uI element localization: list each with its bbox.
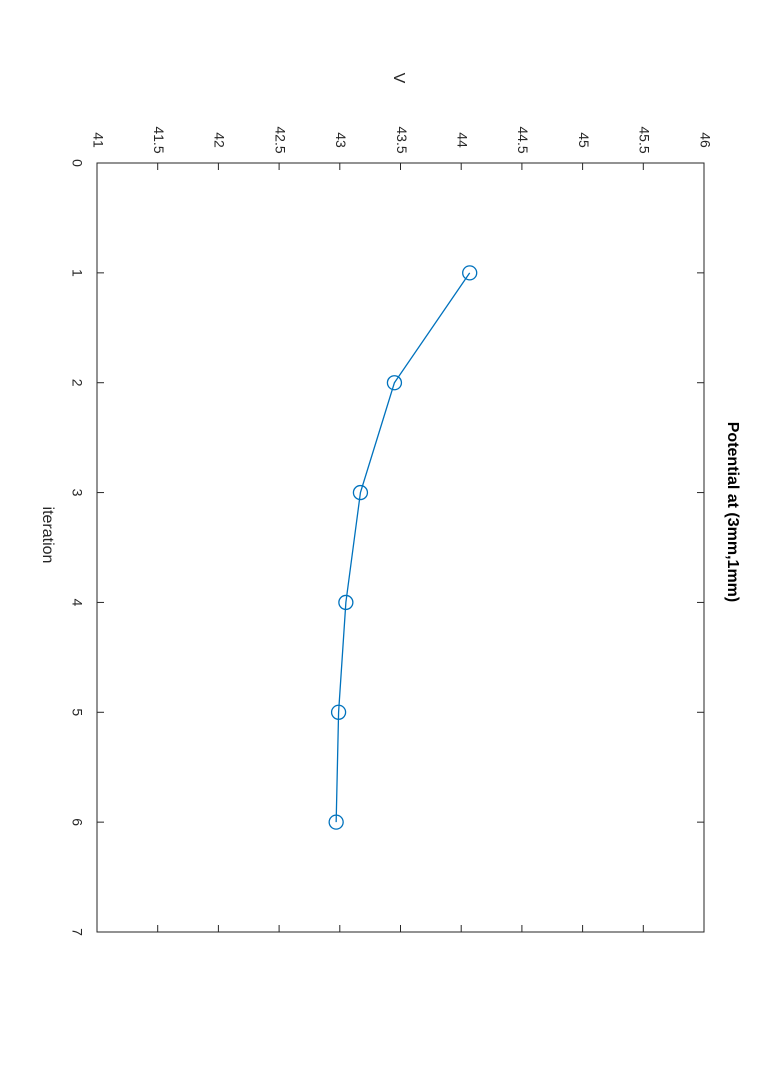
data-line <box>335 272 471 823</box>
data-point <box>330 704 347 720</box>
data-point <box>338 594 354 611</box>
x-tick-label: 7 <box>69 928 85 936</box>
y-tick-label: 44 <box>454 132 470 148</box>
chart-title: Potential at (3mm,1mm) <box>724 422 741 602</box>
data-point <box>328 814 344 830</box>
data-point <box>462 265 478 281</box>
plot-box <box>96 162 705 933</box>
y-tick-label: 41.5 <box>151 126 167 153</box>
x-tick-label: 5 <box>69 708 85 716</box>
y-tick-label: 43 <box>333 132 349 148</box>
y-tick-label: 45.5 <box>637 126 653 153</box>
y-tick-label: 46 <box>697 132 713 148</box>
y-tick-label: 42 <box>212 132 228 148</box>
x-tick-label: 2 <box>69 379 85 387</box>
y-tick-label: 41 <box>90 132 106 148</box>
y-tick-label: 45 <box>576 132 592 148</box>
x-tick-label: 1 <box>69 269 85 277</box>
data-point <box>352 484 369 501</box>
x-tick-label: 4 <box>69 599 85 607</box>
y-tick-label: 43.5 <box>394 126 410 153</box>
x-tick-label: 6 <box>69 818 85 826</box>
x-tick-label: 0 <box>69 159 85 167</box>
y-tick-label: 44.5 <box>515 126 531 153</box>
x-tick-label: 3 <box>69 489 85 497</box>
y-tick-label: 42.5 <box>272 126 288 153</box>
y-axis-label: V <box>390 73 407 84</box>
x-axis-label: iteration <box>39 507 56 564</box>
data-point <box>386 375 403 391</box>
